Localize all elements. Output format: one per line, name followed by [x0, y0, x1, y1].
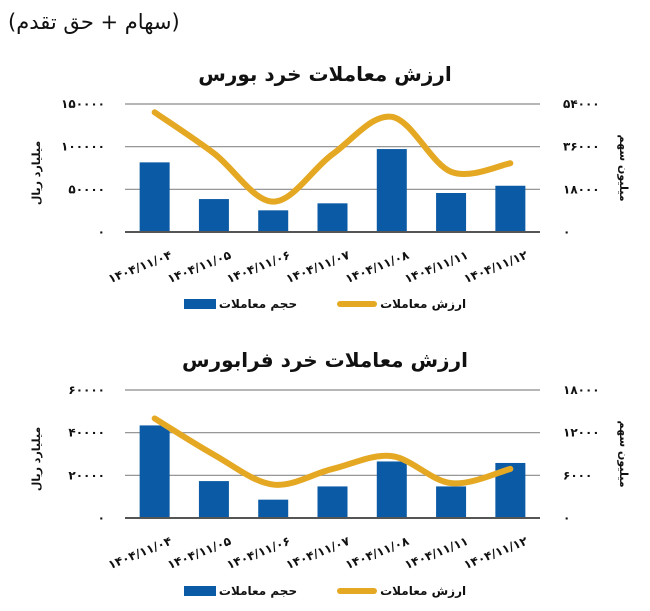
left-tick-label: ۶۰۰۰۰	[68, 383, 105, 397]
x-axis-label: ۱۴۰۴/۱۱/۰۶	[225, 534, 293, 572]
bar	[258, 210, 289, 231]
chart-1-title: ارزش معاملات خرد بورس	[198, 62, 452, 86]
x-axis-label: ۱۴۰۴/۱۱/۱۲	[462, 534, 530, 572]
x-axis-label: ۱۴۰۴/۱۱/۰۸	[343, 248, 411, 286]
left-tick-label: ۱۵۰۰۰۰	[61, 97, 105, 111]
right-tick-label: ۰	[563, 511, 570, 525]
legend-bar-label: حجم معاملات	[218, 584, 298, 598]
line-swatch-icon	[337, 301, 378, 307]
legend-bar-label: حجم معاملات	[218, 297, 298, 311]
x-axis-label: ۱۴۰۴/۱۱/۰۴	[106, 248, 174, 286]
x-axis-label: ۱۴۰۴/۱۱/۰۷	[284, 248, 352, 286]
right-tick-label: ۱۸۰۰۰	[563, 182, 600, 196]
left-tick-label: ۰	[98, 225, 105, 239]
x-axis-label: ۱۴۰۴/۱۱/۰۷	[284, 534, 352, 572]
x-axis-label: ۱۴۰۴/۱۱/۰۵	[165, 534, 233, 572]
header-note: (سهام + حق تقدم)	[8, 10, 180, 34]
legend-item-line: ارزش معاملات	[337, 584, 466, 598]
chart-2-legend: ارزش معاملات حجم معاملات	[0, 584, 650, 598]
x-axis-label: ۱۴۰۴/۱۱/۱۱	[402, 248, 470, 286]
right-tick-label: ۵۴۰۰۰	[563, 97, 600, 111]
bar	[376, 149, 407, 231]
bar	[317, 486, 348, 517]
chart-1: ۰ ۰ ۵۰۰۰۰ ۱۸۰۰۰ ۱۰۰۰۰۰ ۳۶۰۰۰ ۱۵۰۰۰۰ ۵۴۰۰۰ میلیار…	[30, 97, 630, 286]
x-axis-label: ۱۴۰۴/۱۱/۰۵	[165, 248, 233, 286]
left-tick-label: ۰	[98, 511, 105, 525]
x-axis-label: ۱۴۰۴/۱۱/۱۱	[402, 534, 470, 572]
right-tick-label: ۶۰۰۰	[563, 468, 592, 482]
value-line	[151, 109, 514, 205]
right-tick-label: ۱۲۰۰۰	[563, 426, 600, 440]
legend-item-bar: حجم معاملات	[183, 297, 298, 311]
right-tick-label: ۱۸۰۰۰	[563, 383, 600, 397]
left-tick-label: ۵۰۰۰۰	[68, 182, 105, 196]
bar	[436, 486, 467, 517]
x-axis-label: ۱۴۰۴/۱۱/۰۸	[343, 534, 411, 572]
bar	[139, 162, 170, 231]
x-axis-label: ۱۴۰۴/۱۱/۱۲	[462, 248, 530, 286]
bar	[317, 203, 348, 231]
right-axis-title: میلیون سهم	[617, 420, 630, 487]
x-axis-label: ۱۴۰۴/۱۱/۰۴	[106, 534, 174, 572]
left-tick-label: ۲۰۰۰۰	[68, 468, 105, 482]
x-axis-label: ۱۴۰۴/۱۱/۰۶	[225, 248, 293, 286]
chart-2-title: ارزش معاملات خرد فرابورس	[182, 348, 468, 372]
left-axis-title: میلیارد ریال	[30, 141, 43, 205]
left-tick-label: ۱۰۰۰۰۰	[61, 140, 105, 154]
bar	[198, 199, 229, 231]
bar	[376, 461, 407, 517]
bar-swatch-icon	[183, 299, 216, 309]
left-tick-label: ۴۰۰۰۰	[68, 426, 105, 440]
legend-line-label: ارزش معاملات	[380, 297, 467, 311]
legend-item-line: ارزش معاملات	[337, 297, 466, 311]
right-tick-label: ۳۶۰۰۰	[563, 140, 600, 154]
bar	[436, 193, 467, 231]
right-axis-title: میلیون سهم	[617, 134, 630, 201]
legend-item-bar: حجم معاملات	[183, 584, 298, 598]
bar	[139, 425, 170, 517]
bar	[495, 185, 526, 231]
chart-2: ۰ ۰ ۲۰۰۰۰ ۶۰۰۰ ۴۰۰۰۰ ۱۲۰۰۰ ۶۰۰۰۰ ۱۸۰۰۰ میلیارد ر…	[30, 383, 630, 572]
chart-1-legend: ارزش معاملات حجم معاملات	[0, 297, 650, 311]
left-axis-title: میلیارد ریال	[30, 427, 43, 491]
right-tick-label: ۰	[563, 225, 570, 239]
line-swatch-icon	[337, 588, 378, 594]
value-line	[151, 415, 514, 488]
bar	[258, 499, 289, 517]
legend-line-label: ارزش معاملات	[380, 584, 467, 598]
bar-swatch-icon	[183, 586, 216, 596]
bar	[198, 481, 229, 517]
